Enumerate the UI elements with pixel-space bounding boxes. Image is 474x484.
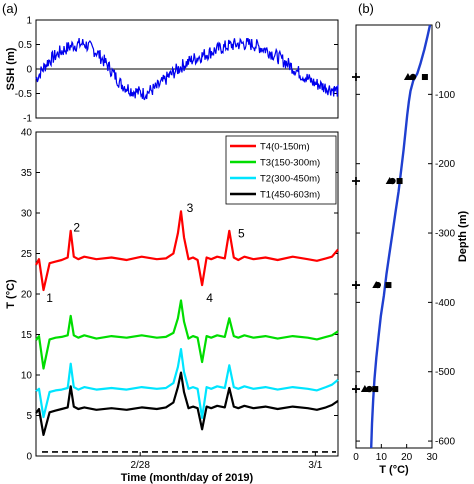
profile-marker-circle: [409, 73, 417, 81]
ssh-y-axis-label: SSH (m): [5, 47, 17, 90]
profile-y-tick-label: -300: [435, 229, 455, 240]
temp-y-tick-label: 5: [26, 411, 32, 422]
profile-marker-plus: [352, 281, 360, 290]
panel-label-a: (a): [2, 1, 18, 16]
profile-marker-square: [421, 74, 428, 81]
temp-legend-box: [225, 135, 337, 205]
profile-y-tick-label: -400: [435, 298, 455, 309]
profile-x-tick-label: 20: [401, 452, 413, 463]
temp-legend-label: T3(150-300m): [260, 158, 320, 169]
profile-x-tick-label: 30: [426, 452, 438, 463]
ssh-chart: -1 -0.5 0 0.5 1 SSH (m): [5, 16, 339, 125]
profile-x-axis-label: T (°C): [379, 464, 409, 476]
profile-marker-square: [385, 282, 392, 289]
temp-series-line-3: [35, 348, 339, 419]
profile-y-axis-label: Depth (m): [457, 211, 469, 263]
profile-marker-square: [372, 386, 379, 393]
ssh-series-line: [35, 37, 339, 101]
ssh-y-tick-label: 1: [26, 16, 32, 27]
profile-axes-frame: [355, 24, 433, 449]
profile-y-tick-label: -200: [435, 159, 455, 170]
temperature-profile-chart: 0 -100 -200 -300 -400 -500 -600 0 10 20 30 T (°C) De…: [352, 21, 469, 476]
temp-event-annotation: 3: [187, 201, 194, 215]
ssh-y-tick-label: -0.5: [15, 89, 33, 100]
temp-event-annotation: 1: [46, 291, 53, 305]
temp-legend-label: T2(300-450m): [260, 174, 320, 185]
ssh-y-tick-label: 0.5: [18, 40, 32, 51]
temp-series-line-4: [35, 371, 339, 436]
temp-x-tick-label: 3/1: [308, 460, 322, 471]
profile-marker-plus: [352, 385, 360, 394]
temp-y-tick-label: 30: [21, 209, 33, 220]
temp-y-axis-label: T (°C): [5, 279, 17, 309]
temp-y-tick-label: 25: [21, 249, 33, 260]
temp-y-tick-label: 10: [21, 371, 33, 382]
profile-y-tick-label: -100: [435, 90, 455, 101]
temp-legend-label: T1(450-603m): [260, 190, 320, 201]
temp-legend-label: T4(0-150m): [260, 142, 310, 153]
temp-event-annotation: 5: [238, 226, 245, 240]
profile-x-tick-label: 0: [353, 452, 359, 463]
temp-y-tick-label: 40: [21, 128, 33, 139]
temp-event-annotation: 4: [206, 291, 213, 305]
temp-x-axis-label: Time (month/day of 2019): [121, 472, 254, 484]
profile-y-tick-label: -600: [435, 437, 455, 448]
profile-marker-plus: [352, 177, 360, 186]
profile-marker-triangle: [403, 73, 412, 81]
temp-y-tick-label: 20: [21, 290, 33, 301]
profile-marker-circle: [389, 177, 396, 185]
profile-marker-plus: [352, 73, 360, 82]
temp-x-tick-label: 2/28: [130, 460, 150, 471]
temp-y-tick-label: 35: [21, 168, 33, 179]
ssh-y-tick-label: -1: [23, 114, 32, 125]
temp-y-tick-label: 15: [21, 330, 33, 341]
profile-x-tick-label: 10: [376, 452, 388, 463]
temp-event-annotation: 2: [73, 221, 80, 235]
profile-y-tick-label: -500: [435, 367, 455, 378]
ssh-y-tick-label: 0: [26, 65, 32, 76]
profile-line: [370, 24, 432, 449]
temp-series-line-2: [35, 299, 339, 370]
profile-marker-circle: [366, 385, 373, 393]
profile-marker-circle: [374, 281, 381, 289]
profile-marker-square: [396, 178, 403, 185]
profile-y-tick-label: 0: [435, 21, 441, 32]
panel-label-b: (b): [358, 1, 374, 16]
temp-y-tick-label: 0: [26, 452, 32, 463]
temp-series-line-1: [35, 210, 339, 292]
